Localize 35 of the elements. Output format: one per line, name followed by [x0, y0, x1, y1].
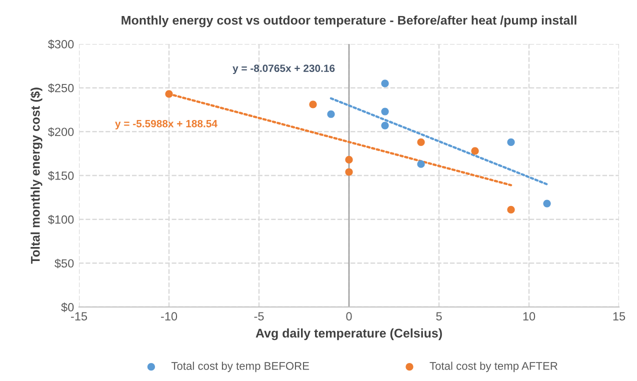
point — [327, 110, 335, 118]
x-tick-label: -10 — [160, 312, 178, 321]
annotation: y = -8.0765x + 230.16 — [232, 64, 335, 74]
annotation: y = -5.5988x + 188.54 — [115, 120, 218, 130]
y-tick-label: $250 — [48, 83, 74, 93]
point — [381, 122, 389, 130]
y-axis-title: Toltal monthly energy cost ($) — [30, 88, 42, 264]
y-tick-label: $300 — [48, 40, 74, 50]
point — [417, 160, 425, 168]
point — [309, 100, 317, 108]
point — [165, 90, 173, 98]
y-tick-label: $50 — [54, 258, 74, 268]
point — [381, 108, 389, 116]
point — [471, 147, 479, 155]
y-tick-label: $200 — [48, 127, 74, 137]
legend-label: Total cost by temp AFTER — [430, 362, 558, 372]
point — [417, 138, 425, 146]
legend-label: Total cost by temp BEFORE — [171, 362, 310, 372]
chart-title: Monthly energy cost vs outdoor temperature - Before/after heat /pump install — [122, 15, 576, 28]
y-tick-label: $0 — [61, 302, 74, 312]
point — [507, 138, 515, 146]
x-tick-label: -15 — [70, 312, 88, 321]
x-tick-label: -5 — [254, 312, 264, 321]
y-tick-label: $100 — [48, 214, 74, 224]
x-tick-label: 15 — [613, 312, 626, 321]
x-tick-label: 10 — [523, 312, 536, 321]
x-tick-label: 0 — [346, 312, 352, 321]
point — [507, 206, 515, 214]
y-tick-label: $150 — [48, 171, 74, 181]
x-tick-label: 5 — [436, 312, 442, 321]
point — [345, 156, 353, 164]
point — [381, 80, 389, 88]
x-axis-title: Avg daily temperature (Celsius) — [256, 328, 442, 340]
point — [543, 200, 551, 208]
point — [345, 168, 353, 176]
